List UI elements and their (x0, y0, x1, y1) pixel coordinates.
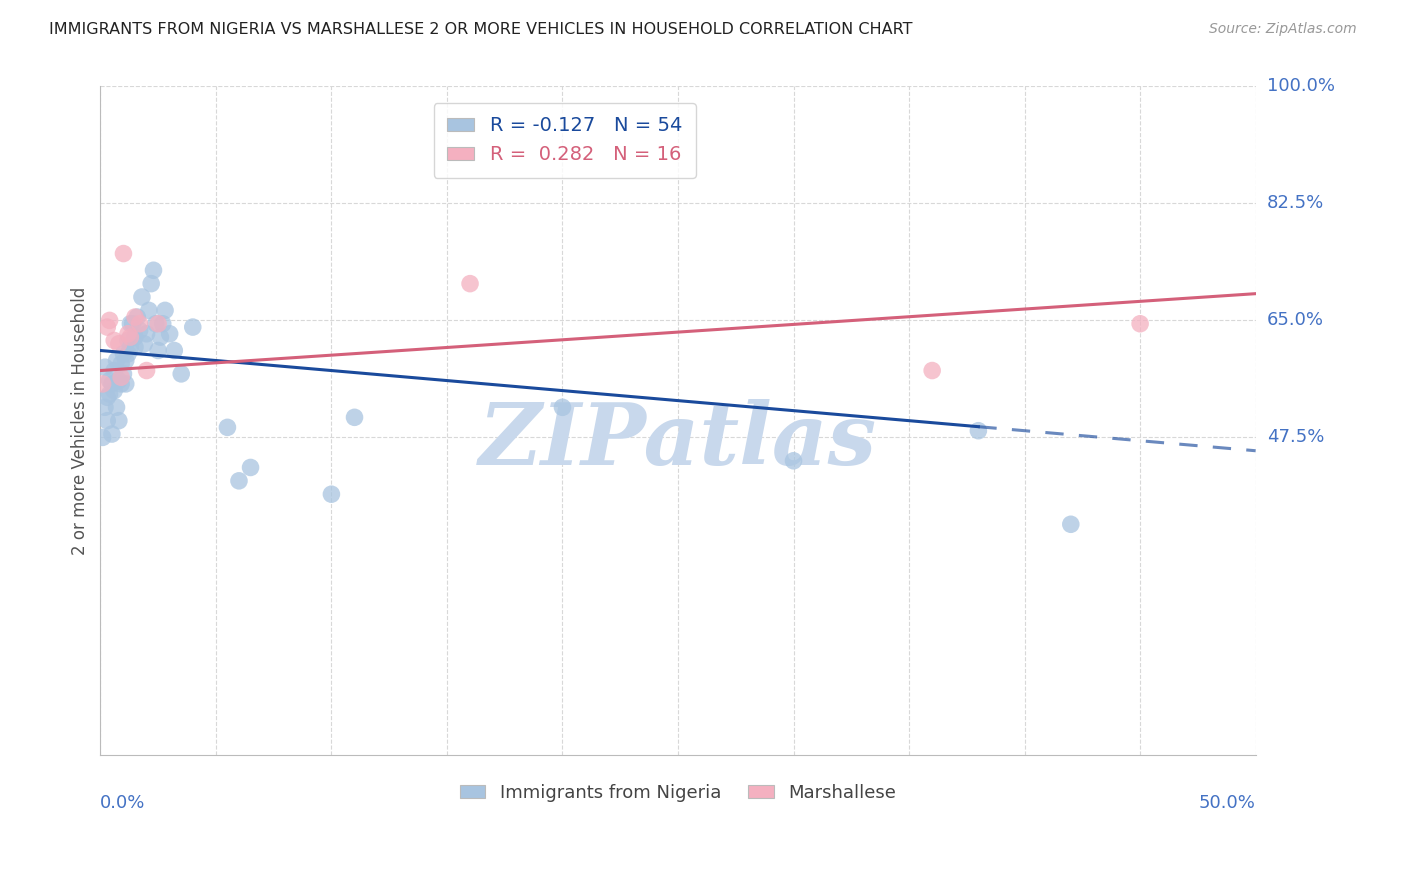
Text: 0.0%: 0.0% (100, 794, 146, 812)
Point (112, 246, 135, 260)
Text: 82.5%: 82.5% (1267, 194, 1324, 212)
Point (121, 317, 143, 331)
Point (138, 303, 160, 318)
Point (146, 317, 169, 331)
Point (145, 317, 167, 331)
Text: Source: ZipAtlas.com: Source: ZipAtlas.com (1209, 22, 1357, 37)
Point (146, 343, 169, 358)
Point (117, 347, 139, 361)
Text: 47.5%: 47.5% (1267, 428, 1324, 446)
Point (135, 326, 157, 341)
Point (108, 414, 131, 428)
Point (98, 313, 121, 327)
Point (134, 336, 156, 351)
Point (127, 310, 149, 324)
Point (120, 340, 142, 354)
Point (181, 320, 204, 334)
Point (1060, 517, 1083, 532)
Point (921, 363, 943, 377)
Y-axis label: 2 or more Vehicles in Household: 2 or more Vehicles in Household (72, 286, 89, 555)
Point (120, 317, 142, 331)
Point (108, 336, 131, 351)
Point (163, 343, 186, 358)
Point (112, 367, 135, 381)
Point (551, 401, 574, 415)
Text: ZIPatlas: ZIPatlas (479, 399, 877, 483)
Point (114, 376, 136, 391)
Point (105, 353, 128, 368)
Point (967, 424, 990, 438)
Legend: Immigrants from Nigeria, Marshallese: Immigrants from Nigeria, Marshallese (450, 773, 907, 813)
Point (110, 370, 132, 384)
Point (117, 334, 139, 348)
Point (117, 326, 139, 341)
Point (98, 374, 121, 388)
Point (120, 330, 142, 344)
Text: IMMIGRANTS FROM NIGERIA VS MARSHALLESE 2 OR MORE VEHICLES IN HOUSEHOLD CORRELATI: IMMIGRANTS FROM NIGERIA VS MARSHALLESE 2… (49, 22, 912, 37)
Point (159, 326, 181, 341)
Point (94, 401, 117, 415)
Point (112, 347, 135, 361)
Point (98, 387, 121, 401)
Point (94, 360, 117, 375)
Point (141, 277, 163, 291)
Point (458, 277, 481, 291)
Point (103, 363, 125, 377)
Point (91, 376, 114, 391)
Text: 65.0%: 65.0% (1267, 311, 1324, 329)
Point (152, 317, 174, 331)
Point (114, 353, 136, 368)
Point (103, 384, 125, 398)
Text: 100.0%: 100.0% (1267, 78, 1334, 95)
Point (153, 303, 176, 318)
Point (149, 330, 172, 344)
Point (239, 460, 262, 475)
Point (96, 390, 118, 404)
Point (91, 430, 114, 444)
Point (110, 376, 132, 391)
Point (105, 401, 128, 415)
Point (782, 454, 804, 468)
Point (124, 330, 146, 344)
Point (228, 474, 250, 488)
Point (110, 357, 132, 371)
Point (124, 310, 146, 324)
Point (170, 367, 193, 381)
Point (343, 410, 366, 425)
Point (128, 317, 150, 331)
Point (101, 427, 124, 442)
Point (96, 320, 118, 334)
Point (108, 374, 131, 388)
Point (124, 340, 146, 354)
Point (135, 363, 157, 377)
Point (142, 263, 165, 277)
Point (96, 414, 118, 428)
Point (128, 323, 150, 337)
Point (1129, 317, 1152, 331)
Point (103, 334, 125, 348)
Point (321, 487, 343, 501)
Text: 50.0%: 50.0% (1199, 794, 1256, 812)
Point (101, 376, 124, 391)
Point (217, 420, 239, 434)
Point (131, 290, 153, 304)
